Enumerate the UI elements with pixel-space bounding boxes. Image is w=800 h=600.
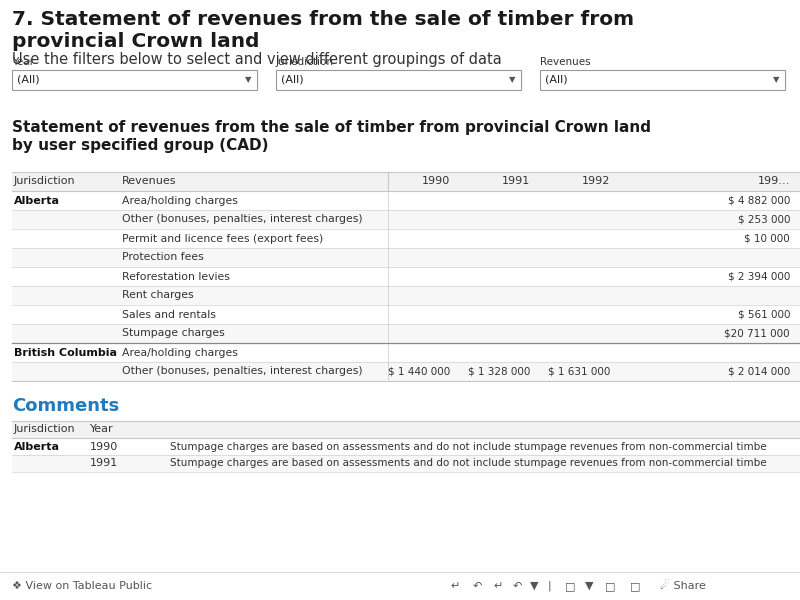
Text: provincial Crown land: provincial Crown land [12, 32, 259, 51]
Bar [12, 70, 257, 90]
Text: Use the filters below to select and view different groupings of data: Use the filters below to select and view… [12, 52, 502, 67]
Text: Jurisdiction: Jurisdiction [14, 425, 76, 434]
Text: Permit and licence fees (export fees): Permit and licence fees (export fees) [122, 233, 323, 244]
Text: Stumpage charges: Stumpage charges [122, 329, 225, 338]
Text: ↶: ↶ [513, 581, 522, 591]
Text: ▼: ▼ [509, 76, 515, 85]
Bar [12, 362, 800, 381]
Text: 7. Statement of revenues from the sale of timber from: 7. Statement of revenues from the sale o… [12, 10, 634, 29]
Bar [540, 70, 785, 90]
Text: Rent charges: Rent charges [122, 290, 194, 301]
Text: ↶: ↶ [473, 581, 482, 591]
Text: Area/holding charges: Area/holding charges [122, 347, 238, 358]
Text: 1991: 1991 [502, 176, 530, 187]
Text: ↵: ↵ [493, 581, 502, 591]
Text: Alberta: Alberta [14, 442, 60, 451]
Text: $ 10 000: $ 10 000 [744, 233, 790, 244]
Text: $ 253 000: $ 253 000 [738, 214, 790, 224]
Text: Sales and rentals: Sales and rentals [122, 310, 216, 319]
Text: Other (bonuses, penalties, interest charges): Other (bonuses, penalties, interest char… [122, 367, 362, 377]
Text: □: □ [630, 581, 641, 591]
Text: □: □ [565, 581, 575, 591]
Bar [12, 248, 800, 267]
Text: 1992: 1992 [582, 176, 610, 187]
Text: Statement of revenues from the sale of timber from provincial Crown land: Statement of revenues from the sale of t… [12, 120, 651, 135]
Bar [12, 286, 800, 305]
Bar [12, 210, 800, 229]
Text: (All): (All) [545, 75, 568, 85]
Text: Revenues: Revenues [540, 57, 590, 67]
Text: 199…: 199… [758, 176, 790, 187]
Text: Area/holding charges: Area/holding charges [122, 196, 238, 205]
Text: $20 711 000: $20 711 000 [724, 329, 790, 338]
Bar [12, 229, 800, 248]
Text: ❖ View on Tableau Public: ❖ View on Tableau Public [12, 581, 152, 591]
Bar [12, 421, 800, 438]
Text: 1991: 1991 [90, 458, 118, 469]
Bar [12, 455, 800, 472]
Text: $ 2 394 000: $ 2 394 000 [728, 271, 790, 281]
Bar [12, 343, 800, 362]
Text: |: | [548, 581, 552, 591]
Text: ▼: ▼ [530, 581, 538, 591]
Text: Reforestation levies: Reforestation levies [122, 271, 230, 281]
Text: by user specified group (CAD): by user specified group (CAD) [12, 138, 269, 153]
Text: $ 1 631 000: $ 1 631 000 [548, 367, 610, 377]
Text: Protection fees: Protection fees [122, 253, 204, 263]
Text: ↵: ↵ [450, 581, 459, 591]
Text: $ 561 000: $ 561 000 [738, 310, 790, 319]
Text: Stumpage charges are based on assessments and do not include stumpage revenues f: Stumpage charges are based on assessment… [170, 442, 766, 451]
Text: Alberta: Alberta [14, 196, 60, 205]
Text: $ 1 328 000: $ 1 328 000 [468, 367, 530, 377]
Text: $ 1 440 000: $ 1 440 000 [388, 367, 450, 377]
Text: Jurisdiction: Jurisdiction [14, 176, 76, 187]
Text: Revenues: Revenues [122, 176, 177, 187]
Text: □: □ [605, 581, 615, 591]
Text: $ 2 014 000: $ 2 014 000 [728, 367, 790, 377]
Bar [12, 267, 800, 286]
Bar [276, 70, 521, 90]
Bar [12, 438, 800, 455]
Text: Comments: Comments [12, 397, 119, 415]
Text: Year: Year [12, 57, 34, 67]
Text: British Columbia: British Columbia [14, 347, 117, 358]
Text: Other (bonuses, penalties, interest charges): Other (bonuses, penalties, interest char… [122, 214, 362, 224]
Text: ▼: ▼ [245, 76, 251, 85]
Text: 1990: 1990 [422, 176, 450, 187]
Text: ▼: ▼ [773, 76, 779, 85]
Text: ☄ Share: ☄ Share [660, 581, 706, 591]
Text: Stumpage charges are based on assessments and do not include stumpage revenues f: Stumpage charges are based on assessment… [170, 458, 766, 469]
Bar [12, 191, 800, 210]
Text: 1990: 1990 [90, 442, 118, 451]
Text: (All): (All) [281, 75, 304, 85]
Text: Jurisdiction: Jurisdiction [276, 57, 334, 67]
Text: (All): (All) [17, 75, 40, 85]
Text: $ 4 882 000: $ 4 882 000 [728, 196, 790, 205]
Bar [12, 324, 800, 343]
Text: Year: Year [90, 425, 114, 434]
Bar [12, 172, 800, 191]
Bar [12, 305, 800, 324]
Text: ▼: ▼ [585, 581, 594, 591]
